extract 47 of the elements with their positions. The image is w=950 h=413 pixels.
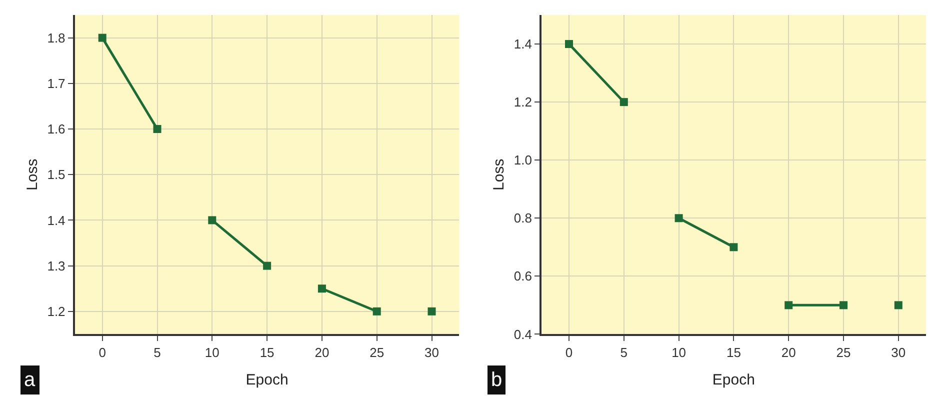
point	[318, 284, 326, 293]
point	[784, 301, 793, 310]
y-tick-label: 1.4	[514, 36, 532, 52]
x-tick-label: 10	[204, 344, 220, 360]
point	[730, 243, 738, 252]
x-axis-title: Epoch	[246, 371, 288, 388]
text: b	[491, 369, 502, 391]
point	[153, 125, 162, 133]
point	[620, 98, 628, 106]
y-tick-label: 1.5	[47, 167, 66, 182]
point	[428, 307, 436, 316]
point	[565, 40, 573, 48]
y-tick-label: 0.8	[514, 210, 532, 226]
point	[208, 216, 216, 224]
point	[98, 34, 106, 42]
x-tick-label: 30	[891, 344, 906, 360]
x-tick-label: 25	[836, 344, 851, 360]
y-axis-title: Loss	[490, 158, 508, 190]
y-tick-label: 1.8	[47, 30, 66, 46]
x-axis-title: Epoch	[712, 371, 755, 388]
point	[674, 214, 683, 222]
y-axis-title: Loss	[24, 158, 41, 190]
y-tick-label: 1.0	[514, 152, 532, 168]
point	[263, 262, 272, 270]
x-tick-label: 0	[98, 344, 106, 360]
y-tick-label: 1.3	[47, 258, 66, 274]
x-tick-label: 30	[424, 344, 439, 360]
text: a	[24, 369, 36, 391]
x-tick-label: 15	[260, 344, 274, 360]
point	[894, 301, 902, 310]
y-tick-label: 0.4	[514, 326, 532, 342]
x-tick-label: 15	[726, 344, 741, 360]
y-tick-label: 1.6	[47, 122, 66, 137]
x-tick-label: 10	[672, 344, 686, 360]
x-tick-label: 5	[154, 344, 161, 360]
y-tick-label: 1.2	[514, 94, 532, 110]
x-tick-label: 25	[370, 344, 384, 360]
x-tick-label: 20	[781, 344, 796, 360]
y-tick-label: 0.6	[514, 268, 532, 284]
point	[840, 301, 848, 310]
y-tick-label: 1.7	[47, 76, 66, 91]
x-tick-label: 20	[314, 344, 330, 360]
x-tick-label: 5	[620, 344, 628, 360]
x-tick-label: 0	[565, 344, 573, 360]
point	[372, 307, 381, 316]
y-tick-label: 1.4	[47, 212, 66, 228]
y-tick-label: 1.2	[47, 304, 66, 319]
